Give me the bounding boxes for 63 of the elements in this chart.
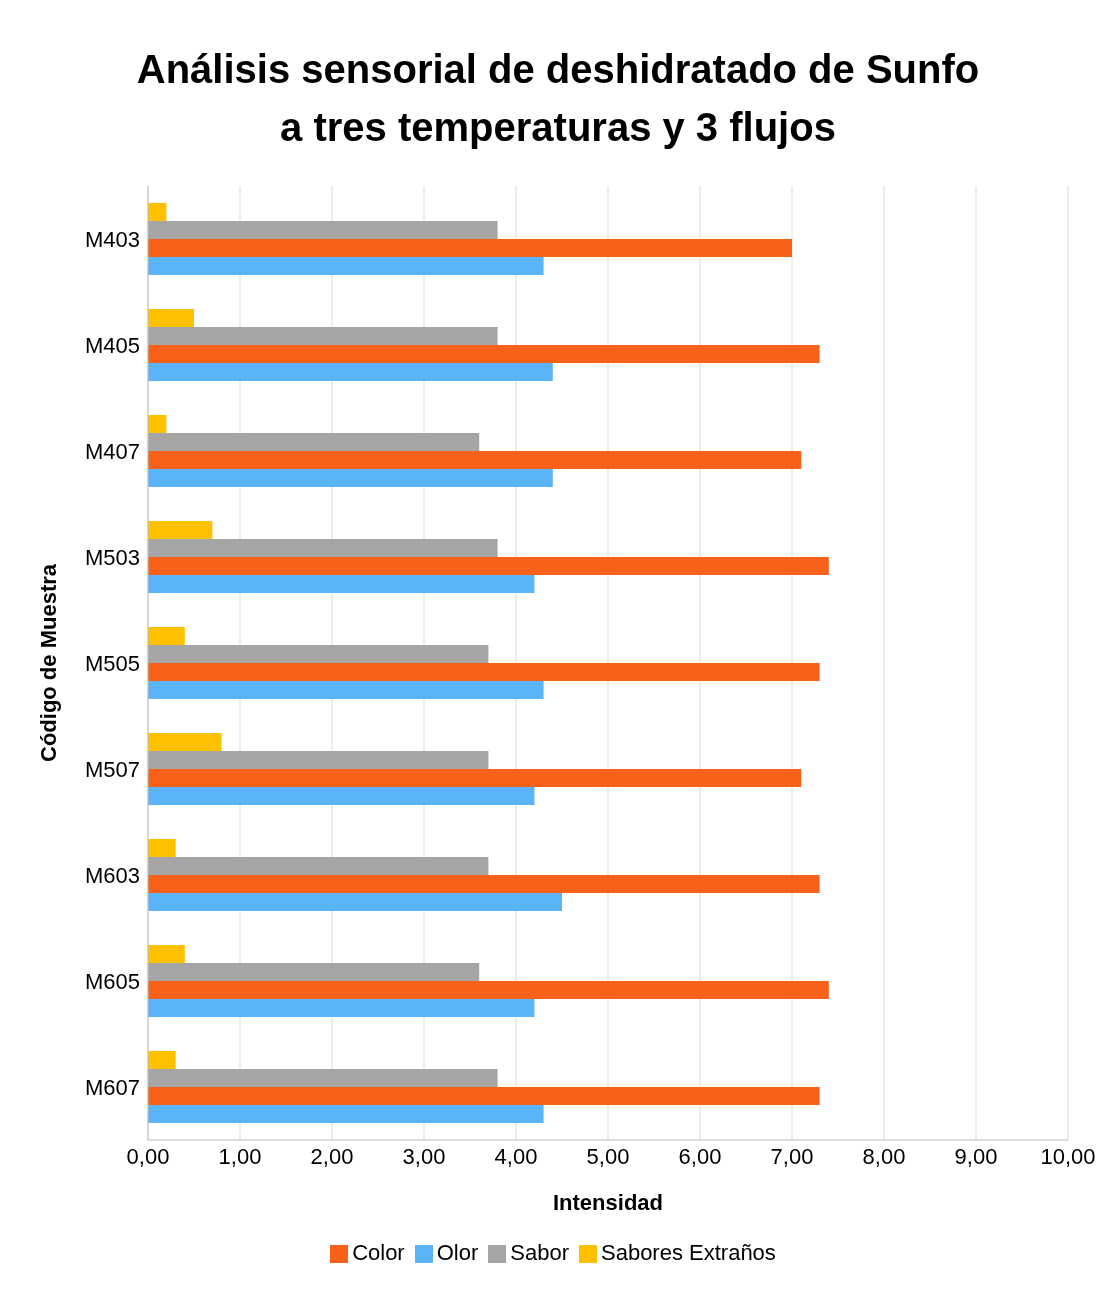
bar [148,220,498,239]
y-tick-label: M407 [84,438,140,464]
y-tick-label: M405 [84,332,140,358]
bar [148,856,489,875]
bar [148,680,544,699]
bar [148,838,176,857]
bar [148,556,829,575]
bar [148,1104,544,1123]
bar [148,538,498,557]
y-tick-label: M603 [84,862,140,888]
y-axis-title: Código de Muestra [35,563,61,763]
bar [148,1068,498,1087]
bar [148,574,535,593]
bar [148,362,553,381]
bar [148,202,167,221]
x-tick-label: 8,00 [862,1143,906,1169]
chart-title: Análisis sensorial de deshidratado de Sunfo a tres temperaturas y 3 flujos [135,46,981,151]
bar [148,450,802,469]
legend-label: Olor [436,1240,479,1265]
legend-label: Sabores Extraños [600,1240,776,1265]
x-axis-title: Intensidad [552,1190,664,1215]
bar [148,962,480,981]
bar [148,468,553,487]
bar [148,892,562,911]
bar [148,626,185,645]
legend-label: Sabor [510,1240,569,1265]
bar [148,944,185,963]
x-tick-label: 1,00 [218,1143,262,1169]
y-tick-label: M505 [84,650,140,676]
y-tick-label: M605 [84,968,140,994]
x-tick-label: 6,00 [678,1143,722,1169]
y-tick-label: M403 [84,226,140,252]
bar [148,432,480,451]
bar [148,998,535,1017]
bar [148,874,820,893]
bar [148,344,820,363]
y-tick-label: M503 [84,544,140,570]
bar [148,520,213,539]
bar [148,732,222,751]
bar [148,326,498,345]
bar [148,256,544,275]
bar [148,414,167,433]
bar [148,1086,820,1105]
x-tick-label: 3,00 [402,1143,446,1169]
x-tick-label: 5,00 [586,1143,630,1169]
bar [148,238,792,257]
bar [148,768,802,787]
bar [148,644,489,663]
y-tick-label: M607 [84,1074,140,1100]
x-tick-label: 2,00 [310,1143,354,1169]
bar [148,308,194,327]
bar [148,980,829,999]
y-tick-label: M507 [84,756,140,782]
legend-label: Color [352,1240,405,1265]
bar [148,662,820,681]
bar [148,1050,176,1069]
bar [148,786,535,805]
x-tick-label: 0,00 [126,1143,170,1169]
x-tick-label: 4,00 [494,1143,538,1169]
x-tick-label: 10,00 [1040,1143,1096,1169]
x-tick-label: 9,00 [954,1143,998,1169]
x-tick-label: 7,00 [770,1143,814,1169]
bar [148,750,489,769]
